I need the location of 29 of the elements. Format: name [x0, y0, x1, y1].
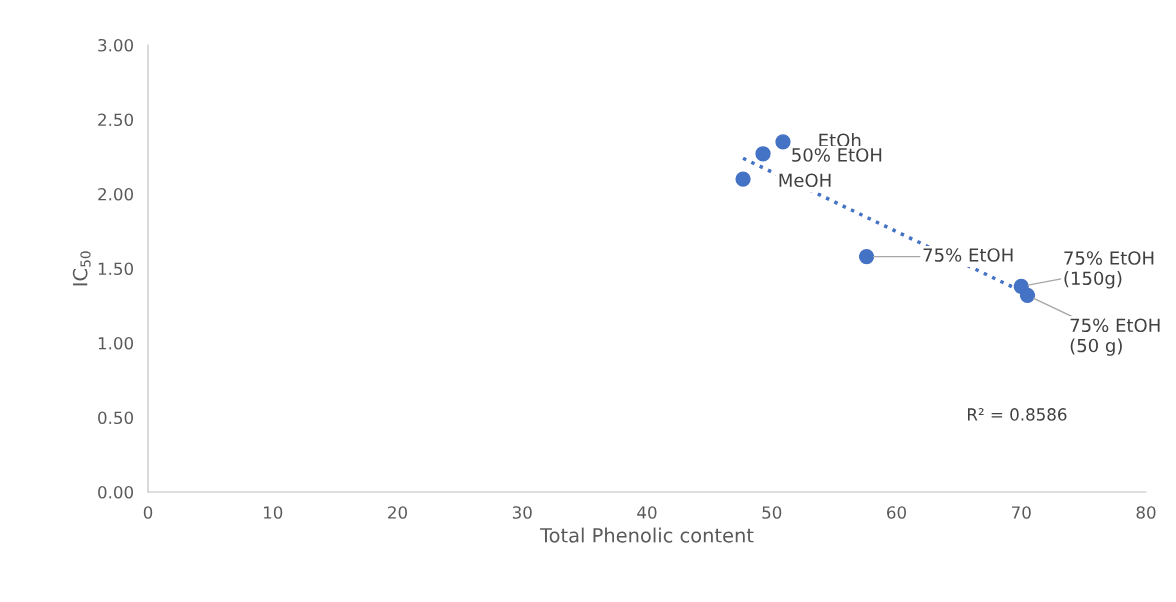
y-axis-title: IC$_{50}$	[72, 251, 91, 286]
y-tick-label: 0.00	[98, 485, 133, 499]
x-tick-label: 30	[512, 506, 532, 519]
x-tick-label: 50	[762, 506, 782, 519]
annotation: MeOH	[779, 173, 831, 188]
x-tick-label: 40	[637, 506, 657, 519]
point	[1019, 287, 1036, 303]
annotation: 50% EtOH	[792, 148, 882, 162]
annotation: 75% EtOH (50 g)	[1070, 318, 1160, 356]
y-tick-label: 2.00	[98, 187, 133, 201]
x-tick-label: 20	[388, 506, 407, 519]
annotation: 75% EtOH	[923, 248, 1013, 262]
y-tick-label: 1.50	[98, 262, 133, 276]
x-tick-label: 80	[1136, 506, 1156, 519]
x-tick-label: 10	[263, 506, 283, 519]
point	[858, 248, 875, 265]
x-axis-title: Total Phenolic content	[539, 527, 754, 543]
point	[735, 171, 751, 187]
x-tick-label: 70	[1012, 506, 1031, 519]
point	[775, 134, 791, 150]
annotation: R² = 0.8586	[968, 408, 1067, 421]
y-tick-label: 1.00	[98, 336, 133, 350]
y-tick-label: 0.50	[98, 411, 133, 425]
annotation: 75% EtOH (150g)	[1064, 251, 1154, 289]
point	[755, 146, 771, 162]
y-tick-label: 3.00	[98, 38, 133, 52]
y-tick-label: 2.50	[98, 113, 133, 127]
x-tick-label: 60	[887, 506, 906, 519]
x-tick-label: 0	[143, 506, 153, 519]
